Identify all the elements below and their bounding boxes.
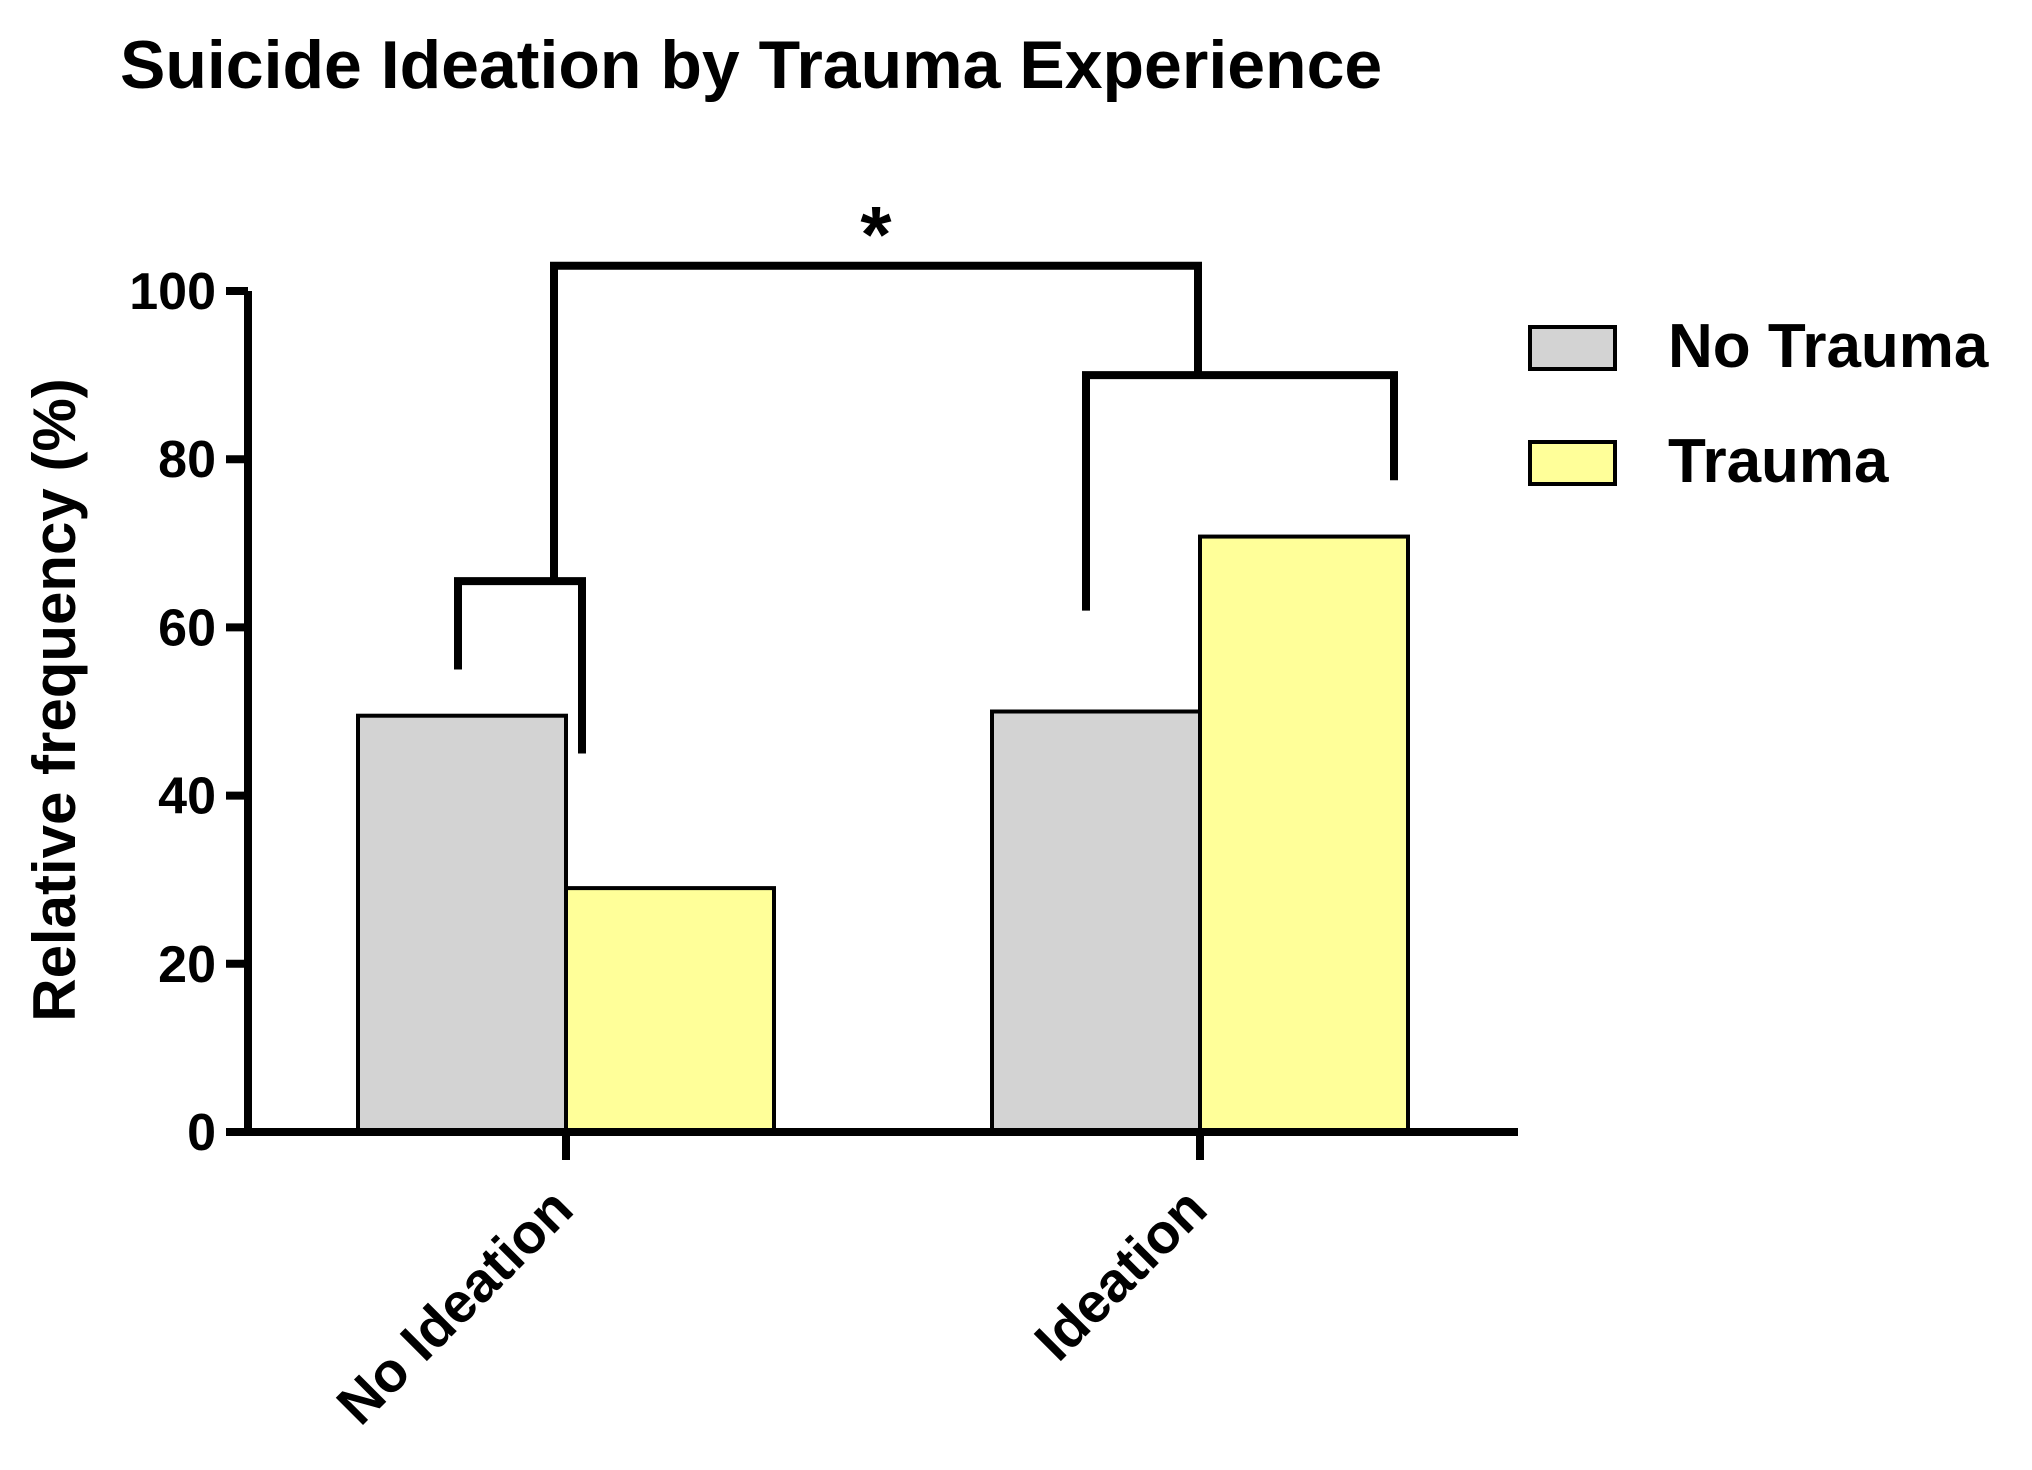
- bars: [356, 534, 1410, 1135]
- legend-swatch-trauma: [1528, 440, 1617, 486]
- significance-brackets: *: [454, 190, 1398, 754]
- significance-marker: *: [860, 190, 892, 279]
- chart-title: Suicide Ideation by Trauma Experience: [120, 27, 1382, 103]
- bar-trauma-no-ideation: [564, 886, 776, 1134]
- bracket-no-ideation: [454, 577, 586, 754]
- legend-label-no-trauma: No Trauma: [1668, 312, 1989, 381]
- legend-label-trauma: Trauma: [1668, 427, 1889, 496]
- x-tick-label: No Ideation: [324, 1176, 584, 1436]
- y-tick-label: 100: [129, 263, 216, 321]
- y-tick-label: 60: [158, 599, 216, 657]
- bracket-top: [550, 261, 1202, 582]
- legend: No Trauma Trauma: [1528, 312, 1989, 496]
- bracket-ideation: [1082, 371, 1398, 611]
- bar-no-trauma-no-ideation: [356, 713, 568, 1135]
- y-tick-label: 80: [158, 431, 216, 489]
- x-tick-label: Ideation: [1022, 1176, 1218, 1372]
- legend-swatch-no-trauma: [1528, 325, 1617, 371]
- y-axis-label: Relative frequency (%): [21, 378, 88, 1022]
- y-tick-label: 0: [187, 1104, 216, 1162]
- y-tick-label: 20: [158, 936, 216, 994]
- bar-trauma-ideation: [1198, 534, 1410, 1134]
- y-tick-label: 40: [158, 768, 216, 826]
- bar-no-trauma-ideation: [990, 709, 1202, 1134]
